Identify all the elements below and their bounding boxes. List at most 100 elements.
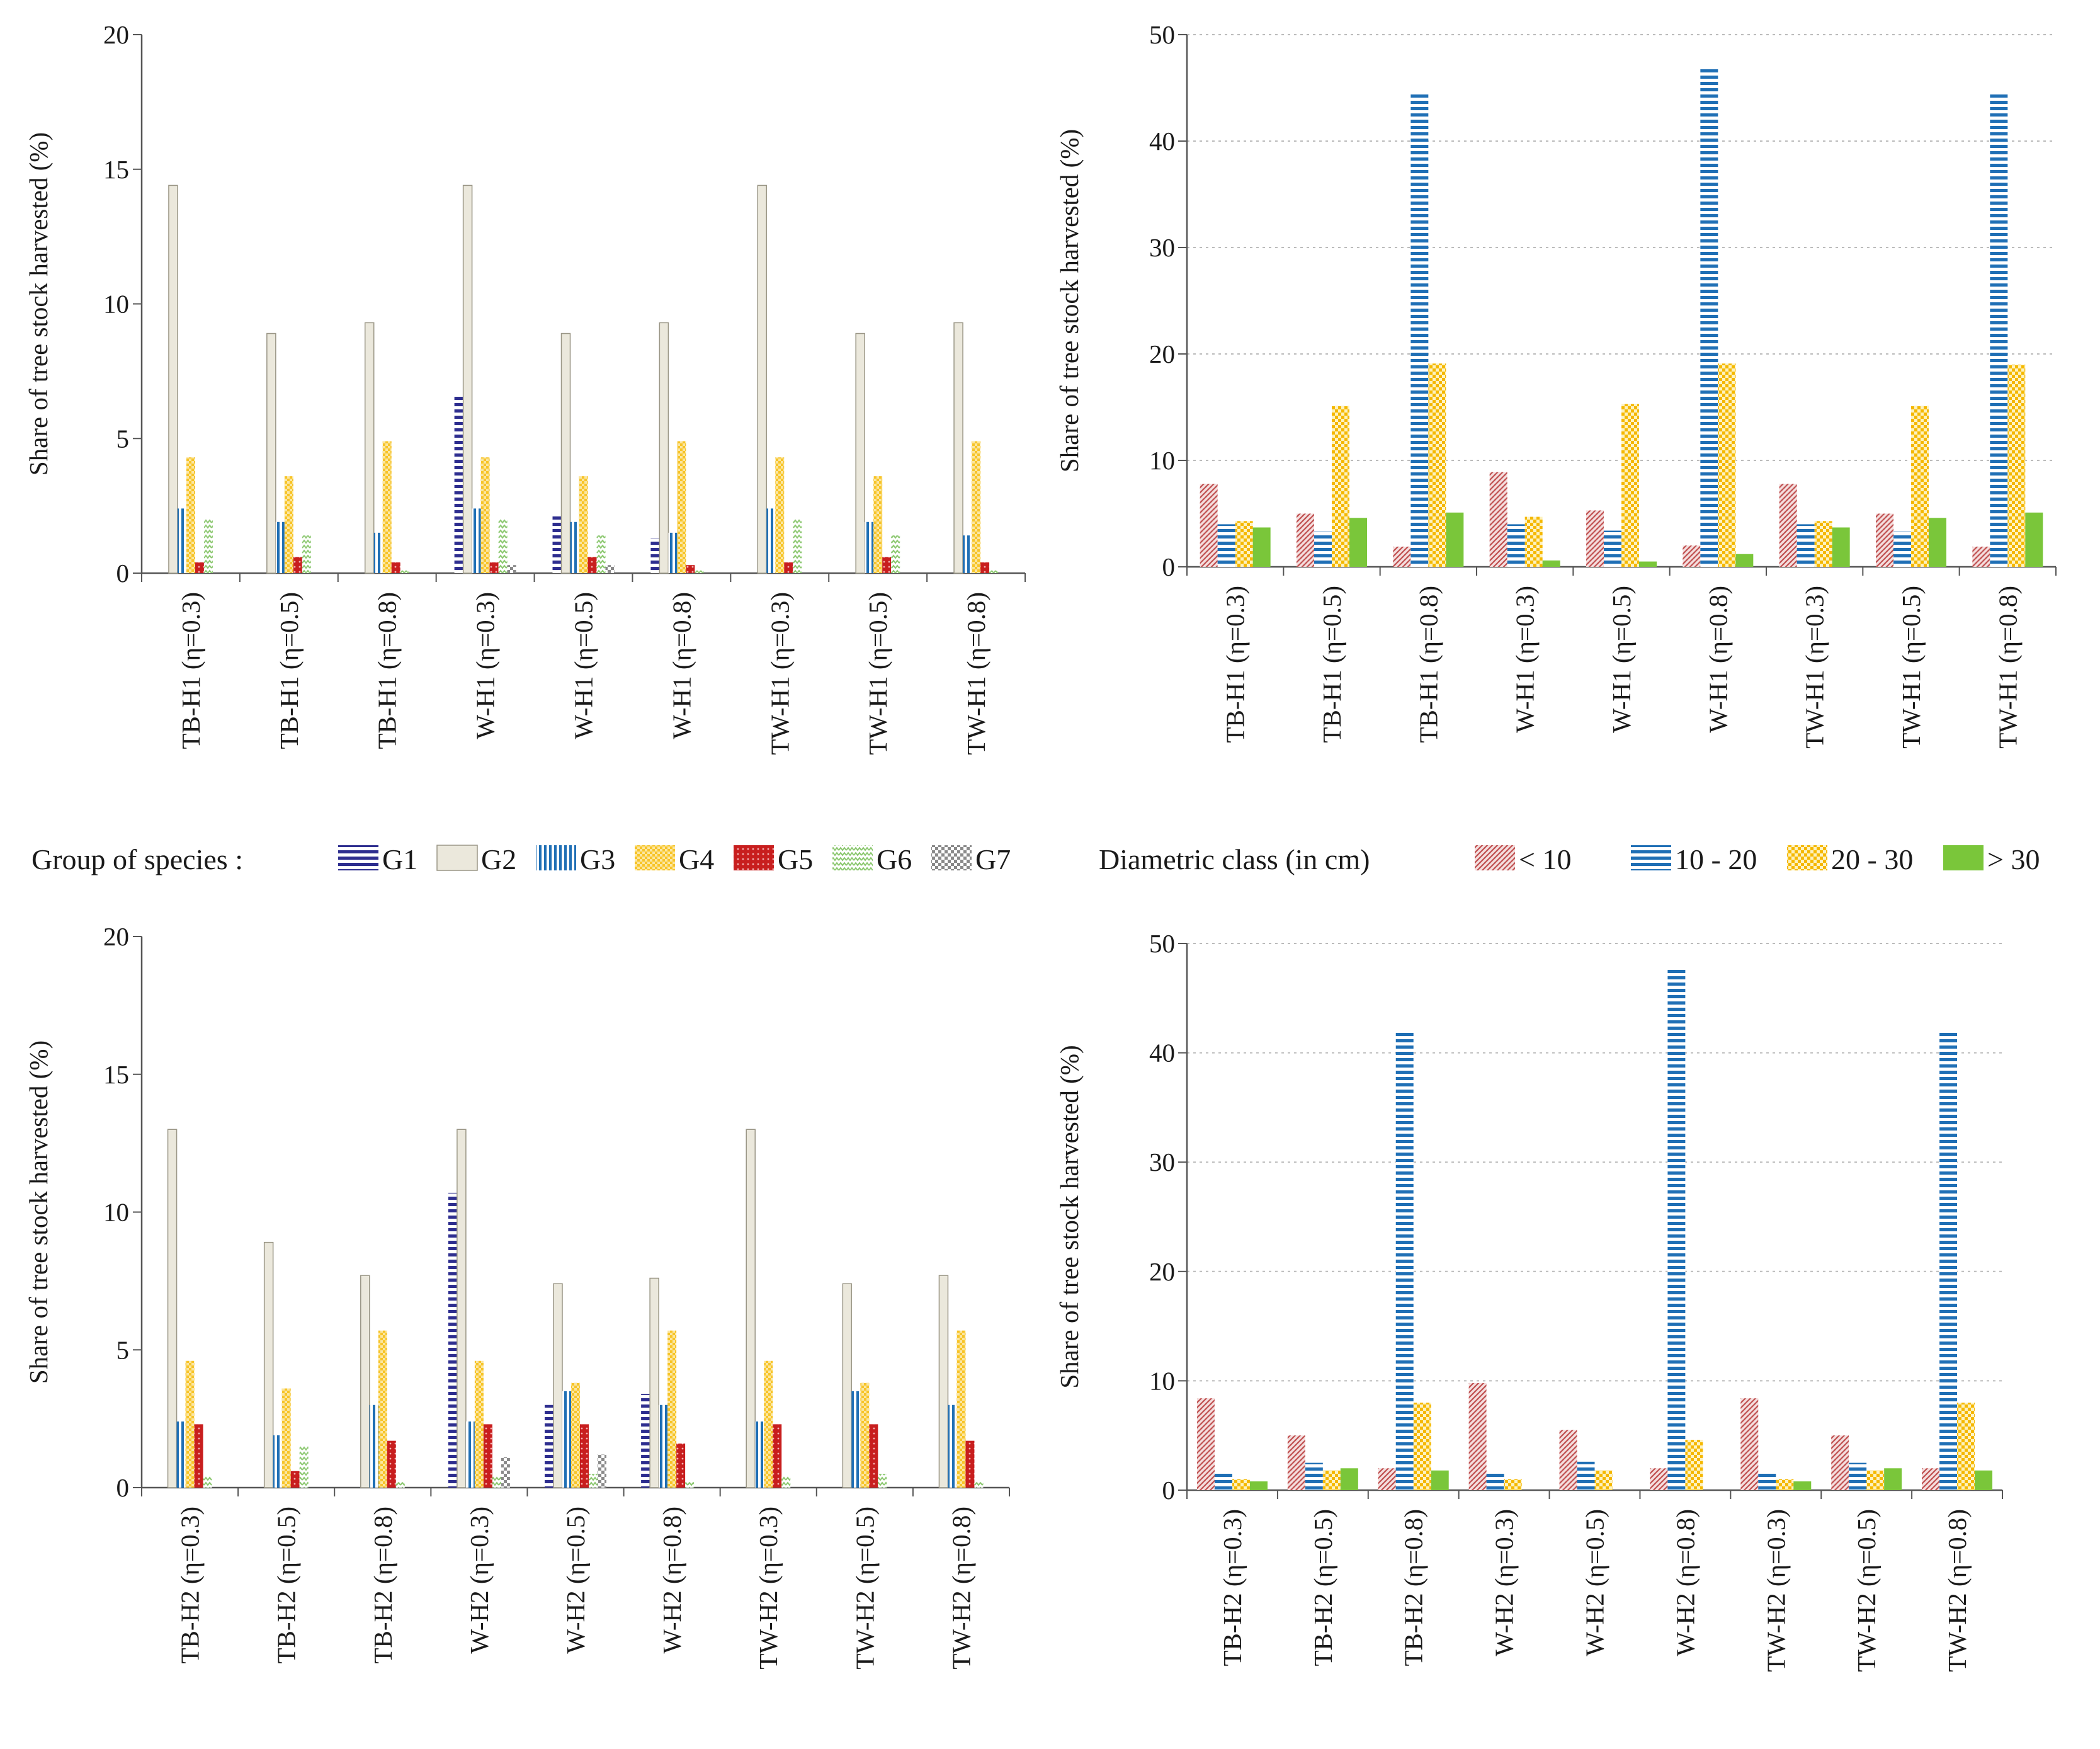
bar-g3 xyxy=(465,1421,475,1488)
bar--30 xyxy=(1975,1470,1993,1490)
bar-g7 xyxy=(605,565,615,573)
bar--30 xyxy=(1249,1481,1268,1490)
bar-g2 xyxy=(364,322,375,574)
bar-g7 xyxy=(507,565,516,573)
bar-g2 xyxy=(360,1275,370,1488)
x-tick-label: TB-H1 (η=0.8) xyxy=(1414,586,1443,743)
bar-g6 xyxy=(878,1474,887,1488)
y-tick-label: 10 xyxy=(1149,1366,1175,1395)
bar--30 xyxy=(1431,1470,1449,1490)
y-tick-label: 10 xyxy=(103,290,129,319)
bar-g1 xyxy=(552,513,562,573)
legend-label: > 30 xyxy=(1987,843,2040,875)
bar--10 xyxy=(1297,513,1314,567)
x-tick-label: TW-H1 (η=0.8) xyxy=(962,592,990,755)
bar-g3 xyxy=(373,532,383,573)
bar--10 xyxy=(1586,510,1604,567)
bar-g6 xyxy=(492,1476,501,1488)
bar-g3 xyxy=(766,508,776,573)
bar-20-30 xyxy=(1718,363,1736,567)
bar-g5 xyxy=(882,557,892,573)
bar-g2 xyxy=(462,185,473,574)
bar-20-30 xyxy=(1814,521,1832,567)
x-tick-label: W-H2 (η=0.5) xyxy=(1581,1509,1609,1656)
bar-10-20 xyxy=(1486,1473,1504,1490)
bar-g4 xyxy=(860,1382,870,1488)
bar-g5 xyxy=(869,1424,878,1488)
bar-g2 xyxy=(266,333,276,574)
legend-label: G5 xyxy=(778,843,813,875)
bar-g6 xyxy=(299,1446,309,1488)
bar-g3 xyxy=(562,1391,571,1488)
bar-20-30 xyxy=(1232,1479,1250,1490)
bar-10-20 xyxy=(1214,1473,1232,1490)
bar-10-20 xyxy=(1700,67,1718,567)
bar-g6 xyxy=(203,519,213,573)
bar-g5 xyxy=(587,557,597,573)
bar-g3 xyxy=(963,535,972,573)
chart-diameter-h2: 0 10 20 30 40 50 Share of tree stock harvested… xyxy=(1055,929,2003,1672)
y-tick-label: 40 xyxy=(1149,127,1175,156)
bar-g1 xyxy=(448,1192,457,1488)
bar-g3 xyxy=(948,1404,957,1488)
bar-g4 xyxy=(480,457,490,573)
legend-label: 20 - 30 xyxy=(1831,843,1913,875)
bar-10-20 xyxy=(1395,1030,1414,1490)
bar-10-20 xyxy=(1796,524,1815,567)
bar-g4 xyxy=(956,1330,966,1488)
bar-g4 xyxy=(972,441,981,573)
bar-g2 xyxy=(855,333,865,574)
x-tick-label: TW-H1 (η=0.3) xyxy=(1800,586,1829,749)
bar-g4 xyxy=(873,476,883,573)
y-tick-label: 0 xyxy=(1162,1476,1176,1505)
bar-g5 xyxy=(489,562,499,573)
bar--30 xyxy=(1349,518,1367,567)
bar-g6 xyxy=(781,1476,791,1488)
bar--10 xyxy=(1876,513,1893,567)
bar-10-20 xyxy=(1667,968,1686,1490)
legend-diameter-title: Diametric class (in cm) xyxy=(1099,843,1370,875)
bar--10 xyxy=(1972,546,1990,567)
bar-10-20 xyxy=(1990,92,2008,567)
bar-g2 xyxy=(649,1277,659,1488)
bar-20-30 xyxy=(1866,1470,1885,1490)
x-tick-label: W-H1 (η=0.5) xyxy=(1607,586,1636,733)
x-tick-label: TB-H2 (η=0.3) xyxy=(176,1507,205,1664)
bar--10 xyxy=(1559,1430,1577,1490)
legend-label: G7 xyxy=(975,843,1011,875)
y-tick-label: 0 xyxy=(116,1473,130,1502)
y-tick-label: 0 xyxy=(116,559,130,588)
legend-swatch-g6 xyxy=(832,845,873,870)
bar--30 xyxy=(1639,561,1657,567)
y-tick-label: 30 xyxy=(1149,1148,1175,1176)
bar-g7 xyxy=(501,1457,510,1488)
legend-label: G6 xyxy=(877,843,912,875)
bar-g3 xyxy=(570,521,579,573)
bar-g6 xyxy=(302,535,311,573)
bar--10 xyxy=(1200,484,1218,567)
y-tick-label: 0 xyxy=(1162,552,1176,581)
x-tick-label: TB-H2 (η=0.5) xyxy=(1308,1509,1337,1666)
bar-g5 xyxy=(290,1471,300,1488)
bar-g3 xyxy=(755,1421,764,1488)
bar-10-20 xyxy=(1314,532,1332,567)
bar-20-30 xyxy=(1911,406,1929,567)
x-tick-label: W-H1 (η=0.3) xyxy=(1511,586,1540,733)
x-tick-label: TW-H1 (η=0.5) xyxy=(863,592,892,755)
x-tick-label: TW-H1 (η=0.8) xyxy=(1993,586,2022,749)
bar-20-30 xyxy=(1428,363,1446,567)
legend-swatch-g7 xyxy=(931,845,972,870)
bar-g4 xyxy=(764,1360,773,1488)
bar-10-20 xyxy=(1604,530,1621,567)
bar-10-20 xyxy=(1893,532,1911,567)
bar--10 xyxy=(1779,484,1797,567)
bar-g6 xyxy=(589,1474,598,1488)
bar-g5 xyxy=(194,1424,203,1488)
bar-20-30 xyxy=(1957,1403,1975,1490)
bar-g3 xyxy=(177,508,186,573)
bar-g5 xyxy=(784,562,793,573)
legend-species: Group of species : G1 G2 G3 G4 G5 G6 G7 xyxy=(31,843,1011,875)
bar-20-30 xyxy=(1685,1440,1703,1490)
y-tick-label: 40 xyxy=(1149,1039,1175,1068)
